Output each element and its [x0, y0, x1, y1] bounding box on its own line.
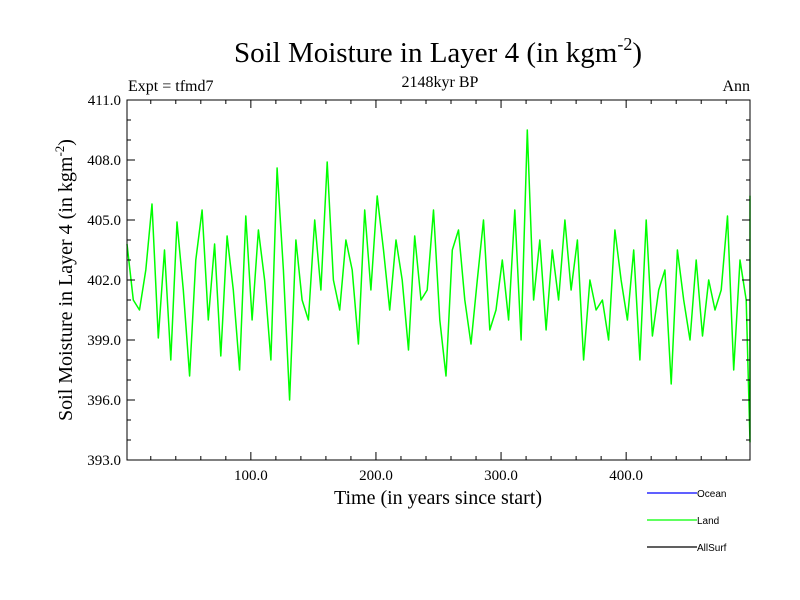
y-axis-title-superscript: -2	[52, 146, 67, 157]
series-layer	[126, 129, 751, 443]
series-line-land	[126, 129, 751, 443]
y-axis-title: Soil Moisture in Layer 4 (in kgm-2)	[52, 139, 77, 421]
y-tick-label: 402.0	[87, 273, 121, 289]
y-tick-label: 396.0	[87, 393, 121, 409]
legend-label-ocean: Ocean	[697, 489, 726, 500]
y-axis: 393.0 396.0 399.0 402.0 405.0 408.0 411.0	[87, 93, 750, 469]
chart-title-superscript: -2	[617, 34, 632, 54]
season-label: Ann	[722, 78, 750, 95]
y-tick-label: 411.0	[88, 93, 121, 109]
x-tick-label: 300.0	[484, 468, 518, 484]
chart-title-main: Soil Moisture in Layer 4 (in kgm	[234, 37, 618, 69]
y-tick-label: 405.0	[87, 213, 121, 229]
y-tick-label: 399.0	[87, 333, 121, 349]
x-tick-label: 200.0	[359, 468, 393, 484]
chart-title: Soil Moisture in Layer 4 (in kgm-2)	[234, 34, 642, 69]
y-axis-title-main: Soil Moisture in Layer 4 (in kgm	[55, 156, 77, 421]
x-tick-label: 400.0	[609, 468, 643, 484]
y-tick-label: 408.0	[87, 153, 121, 169]
x-tick-label: 100.0	[234, 468, 268, 484]
y-axis-title-close: )	[55, 139, 77, 146]
plot-frame	[126, 99, 751, 461]
legend: Ocean Land AllSurf	[647, 489, 727, 554]
chart-subtitle: 2148kyr BP	[402, 74, 479, 91]
experiment-label: Expt = tfmd7	[128, 78, 213, 95]
chart-title-close: )	[632, 37, 642, 69]
y-tick-label: 393.0	[87, 453, 121, 469]
legend-label-land: Land	[697, 516, 719, 527]
x-axis-title: Time (in years since start)	[334, 487, 542, 509]
x-axis: 100.0 200.0 300.0 400.0	[150, 100, 727, 484]
legend-label-allsurf: AllSurf	[697, 543, 727, 554]
